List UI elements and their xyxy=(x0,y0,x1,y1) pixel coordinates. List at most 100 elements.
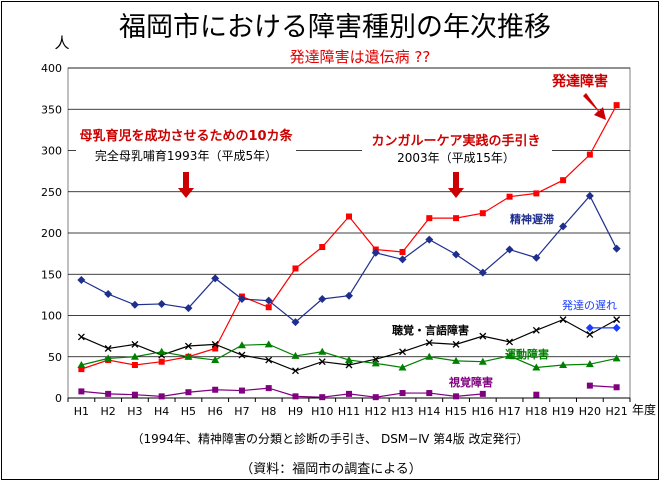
data-point xyxy=(372,355,380,363)
data-point xyxy=(506,338,514,346)
annotation-text-right-title: カンガルーケア実践の手引き xyxy=(371,133,540,149)
y-tick-label: 300 xyxy=(41,145,62,158)
series-line xyxy=(589,385,617,388)
data-point xyxy=(237,341,246,349)
data-point xyxy=(532,253,541,262)
data-point xyxy=(559,361,568,368)
data-point xyxy=(77,333,85,341)
data-point xyxy=(265,385,272,392)
annotation-text-top: 発達障害 xyxy=(551,73,608,90)
data-point xyxy=(131,340,139,348)
data-point xyxy=(130,300,139,309)
series-label-chokaku: 聴覚・言語障害 xyxy=(392,323,469,337)
y-tick-label: 0 xyxy=(55,392,62,405)
x-tick-label: H13 xyxy=(391,405,413,418)
data-point xyxy=(104,345,112,352)
data-point xyxy=(158,393,165,400)
data-point xyxy=(264,340,273,348)
data-point xyxy=(131,362,138,368)
x-tick-label: H1 xyxy=(74,405,89,418)
data-point xyxy=(425,235,434,244)
data-point xyxy=(264,296,273,305)
data-point xyxy=(586,151,593,158)
data-point xyxy=(265,356,273,364)
data-point xyxy=(238,387,245,394)
data-point xyxy=(613,316,621,324)
data-point xyxy=(346,213,352,220)
data-point xyxy=(478,268,487,277)
series-labels: 精神遅滞 発達の遅れ 聴覚・言語障害 運動障害 視覚障害 xyxy=(392,212,617,389)
x-tick-labels: H1 H2 H3 H4 H5 H6 H7 H8 H9 H10 H11 H12 H13 H14 H15 H16 H… xyxy=(74,405,628,418)
x-tick-label: H6 xyxy=(208,405,223,418)
data-point xyxy=(291,318,300,327)
annotation-box-right xyxy=(362,126,552,166)
x-tick-label: H2 xyxy=(101,405,116,418)
x-tick-label: H10 xyxy=(311,405,333,418)
data-point xyxy=(399,348,406,356)
series-line xyxy=(81,387,483,398)
data-point xyxy=(585,360,594,368)
x-tick-label: H14 xyxy=(418,405,440,418)
data-point xyxy=(265,304,272,311)
data-point xyxy=(346,390,352,397)
data-point xyxy=(612,323,621,332)
data-point xyxy=(211,356,220,364)
data-point xyxy=(613,384,620,391)
y-tick-label: 150 xyxy=(41,268,62,281)
y-tick-label: 350 xyxy=(41,103,62,116)
x-tick-label: H18 xyxy=(525,405,547,418)
data-point xyxy=(452,250,461,259)
data-point xyxy=(479,332,487,340)
data-point xyxy=(478,357,487,365)
x-tick-label: H19 xyxy=(552,405,574,418)
data-point xyxy=(560,177,567,184)
data-point xyxy=(505,351,514,359)
y-tick-label: 50 xyxy=(48,351,62,364)
data-point xyxy=(479,210,486,217)
x-tick-label: H12 xyxy=(365,405,387,418)
annotation-text-right-date: 2003年（平成15年） xyxy=(397,151,515,165)
x-tick-label: H3 xyxy=(127,405,142,418)
data-point xyxy=(318,358,326,366)
data-point xyxy=(184,352,193,360)
source-note: （1994年、精神障害の分類と診断の手引き、 DSM−Ⅳ 第4版 改定発行） xyxy=(131,431,528,446)
x-tick-label: H15 xyxy=(445,405,467,418)
y-tick-label: 400 xyxy=(41,62,62,75)
data-point xyxy=(453,215,460,222)
data-point xyxy=(398,363,407,371)
data-point xyxy=(371,359,380,367)
data-point xyxy=(532,326,540,334)
series-精神遅滞 xyxy=(77,191,621,327)
series-聴覚・言語障害 xyxy=(77,316,621,375)
data-point xyxy=(131,391,138,398)
data-point xyxy=(158,358,165,365)
annotation-text-left-title: 母乳育児を成功させるための10カ条 xyxy=(79,128,293,144)
x-tick-label: H5 xyxy=(181,405,196,418)
data-point xyxy=(371,248,380,257)
series-運動障害 xyxy=(77,340,621,371)
data-point xyxy=(453,393,460,400)
data-point xyxy=(292,367,299,375)
y-tick-label: 100 xyxy=(41,310,62,323)
x-tick-label: H17 xyxy=(498,405,520,418)
data-point xyxy=(157,299,166,308)
y-tick-labels: 0 50 100 150 200 250 300 350 400 xyxy=(41,62,62,405)
data-point xyxy=(345,356,353,364)
data-point xyxy=(211,274,220,283)
annotation-box-left xyxy=(76,126,296,166)
data-point xyxy=(292,393,299,400)
data-point xyxy=(585,323,594,332)
data-point xyxy=(104,290,113,299)
data-point xyxy=(425,352,434,360)
data-point xyxy=(559,222,568,231)
data-point xyxy=(345,291,353,300)
series-label-hattatsu-okure: 発達の遅れ xyxy=(562,298,617,312)
data-point xyxy=(612,354,621,362)
x-tick-label: H20 xyxy=(579,405,601,418)
annotations: 母乳育児を成功させるための10カ条 完全母乳哺育1993年（平成5年） カンガル… xyxy=(76,70,618,198)
source-footer: （資料：福岡市の調査による） xyxy=(240,462,422,477)
data-point xyxy=(78,388,85,395)
data-point xyxy=(211,340,219,348)
x-tick-label: H11 xyxy=(338,405,360,418)
